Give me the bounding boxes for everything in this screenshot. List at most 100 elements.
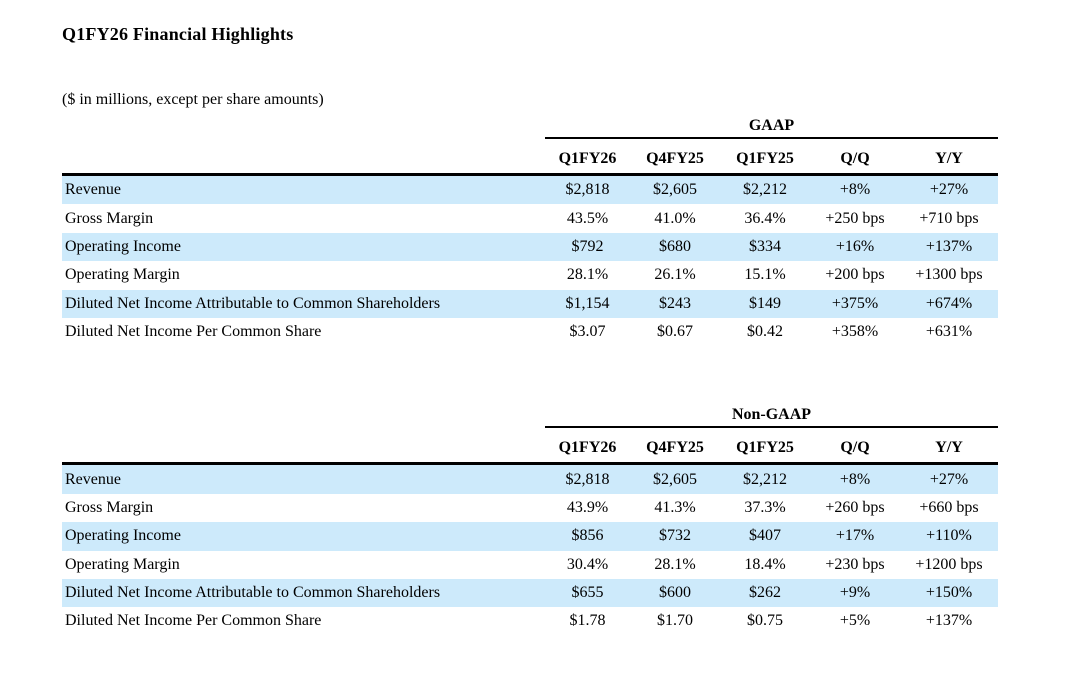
cell-value: +27% [929, 181, 969, 199]
table-row: Diluted Net Income Attributable to Commo… [62, 578, 998, 608]
group-label: GAAP [748, 117, 795, 134]
table-row: Gross Margin 43.5% 41.0% 36.4% +250 bps … [62, 204, 998, 232]
column-header-q1fy26: Q1FY26 [558, 439, 617, 457]
non-gaap-group-header: Non-GAAP [545, 406, 998, 429]
table-row: Operating Margin 30.4% 28.1% 18.4% +230 … [62, 551, 998, 579]
column-header-q4fy25: Q4FY25 [646, 150, 704, 167]
cell-value: $2,818 [565, 181, 610, 199]
cell-value: $243 [659, 294, 691, 312]
cell-value: $1,154 [565, 294, 610, 312]
cell-value: $334 [749, 237, 781, 255]
non-gaap-table: Non-GAAP Q1FY26 Q4FY25 Q1FY25 Q/Q Y/Y Re… [62, 406, 998, 635]
row-label: Operating Income [65, 237, 181, 255]
cell-value: $1.70 [657, 612, 693, 630]
column-header-q1fy26: Q1FY26 [558, 150, 617, 167]
cell-value: $262 [749, 584, 781, 602]
cell-value: +9% [839, 584, 871, 602]
column-header-q1fy25: Q1FY25 [736, 439, 794, 457]
column-header-q1fy25: Q1FY25 [736, 150, 794, 167]
cell-value: +8% [839, 470, 871, 488]
cell-value: $0.42 [747, 323, 783, 341]
cell-value: +710 bps [919, 209, 979, 227]
column-header-q4fy25: Q4FY25 [646, 439, 704, 457]
column-header-qoq: Q/Q [840, 150, 870, 167]
cell-value: +8% [839, 181, 871, 199]
cell-value: $732 [659, 527, 691, 545]
cell-value: $2,605 [653, 181, 697, 199]
table-row: Operating Income $792 $680 $334 +16% +13… [62, 232, 998, 262]
row-label: Revenue [65, 470, 121, 488]
cell-value: +150% [925, 584, 973, 602]
row-label: Revenue [65, 181, 121, 199]
cell-value: $1.78 [569, 612, 606, 630]
cell-value: $0.75 [747, 612, 783, 630]
column-header-spacer [62, 439, 545, 462]
cell-value: +1200 bps [915, 555, 983, 573]
cell-value: +674% [925, 294, 973, 312]
cell-value: $792 [571, 237, 604, 255]
cell-value: 36.4% [744, 209, 786, 227]
cell-value: +17% [835, 527, 875, 545]
cell-value: $2,605 [653, 470, 697, 488]
row-label: Operating Margin [65, 266, 180, 284]
row-label: Diluted Net Income Attributable to Commo… [65, 584, 441, 602]
cell-value: +230 bps [825, 555, 885, 573]
cell-value: +1300 bps [915, 266, 983, 284]
row-label: Gross Margin [65, 209, 154, 227]
cell-value: +137% [925, 237, 973, 255]
cell-value: $2,212 [743, 470, 787, 488]
table-row: Diluted Net Income Per Common Share $1.7… [62, 607, 998, 635]
column-header-yoy: Y/Y [935, 150, 963, 167]
cell-value: 15.1% [744, 266, 786, 284]
gaap-table: GAAP Q1FY26 Q4FY25 Q1FY25 Q/Q Y/Y Revenu… [62, 117, 998, 346]
page-title: Q1FY26 Financial Highlights [62, 24, 294, 44]
table-row: Operating Margin 28.1% 26.1% 15.1% +200 … [62, 261, 998, 289]
table-row: Revenue $2,818 $2,605 $2,212 +8% +27% [62, 465, 998, 494]
row-label: Diluted Net Income Per Common Share [65, 612, 322, 630]
cell-value: 37.3% [744, 498, 786, 516]
cell-value: +5% [839, 612, 871, 630]
cell-value: +110% [926, 527, 972, 545]
cell-value: $2,818 [565, 470, 610, 488]
row-label: Operating Income [65, 527, 181, 545]
non-gaap-table-body: Revenue $2,818 $2,605 $2,212 +8% +27% Gr… [62, 465, 998, 635]
row-label: Operating Margin [65, 555, 180, 573]
cell-value: +137% [925, 612, 973, 630]
cell-value: $856 [571, 527, 604, 545]
column-header-row: Q1FY26 Q4FY25 Q1FY25 Q/Q Y/Y [62, 428, 998, 466]
row-label: Gross Margin [65, 498, 154, 516]
cell-value: +660 bps [919, 498, 979, 516]
cell-value: $149 [749, 294, 781, 312]
cell-value: +358% [831, 323, 879, 341]
row-label: Diluted Net Income Per Common Share [65, 323, 322, 341]
gaap-table-body: Revenue $2,818 $2,605 $2,212 +8% +27% Gr… [62, 176, 998, 346]
cell-value: $600 [659, 584, 691, 602]
cell-value: 30.4% [566, 555, 609, 573]
cell-value: $407 [749, 527, 781, 545]
cell-value: 18.4% [744, 555, 786, 573]
table-row: Operating Income $856 $732 $407 +17% +11… [62, 522, 998, 551]
cell-value: $3.07 [569, 323, 606, 341]
cell-value: +375% [831, 294, 879, 312]
cell-value: 26.1% [654, 266, 696, 284]
cell-value: +631% [925, 323, 973, 341]
row-label: Diluted Net Income Attributable to Commo… [65, 294, 441, 312]
cell-value: +260 bps [825, 498, 885, 516]
cell-value: +200 bps [825, 266, 885, 284]
cell-value: $655 [571, 584, 604, 602]
cell-value: 43.5% [566, 209, 609, 227]
cell-value: 28.1% [654, 555, 696, 573]
cell-value: +16% [835, 237, 875, 255]
cell-value: 43.9% [566, 498, 609, 516]
cell-value: $0.67 [657, 323, 693, 341]
table-row: Revenue $2,818 $2,605 $2,212 +8% +27% [62, 176, 998, 205]
cell-value: +27% [929, 470, 969, 488]
cell-value: $680 [659, 237, 691, 255]
column-header-qoq: Q/Q [840, 439, 870, 457]
cell-value: 41.3% [654, 498, 696, 516]
column-header-yoy: Y/Y [935, 439, 963, 457]
cell-value: 28.1% [566, 266, 609, 284]
table-row: Diluted Net Income Attributable to Commo… [62, 289, 998, 318]
column-header-row: Q1FY26 Q4FY25 Q1FY25 Q/Q Y/Y [62, 139, 998, 176]
